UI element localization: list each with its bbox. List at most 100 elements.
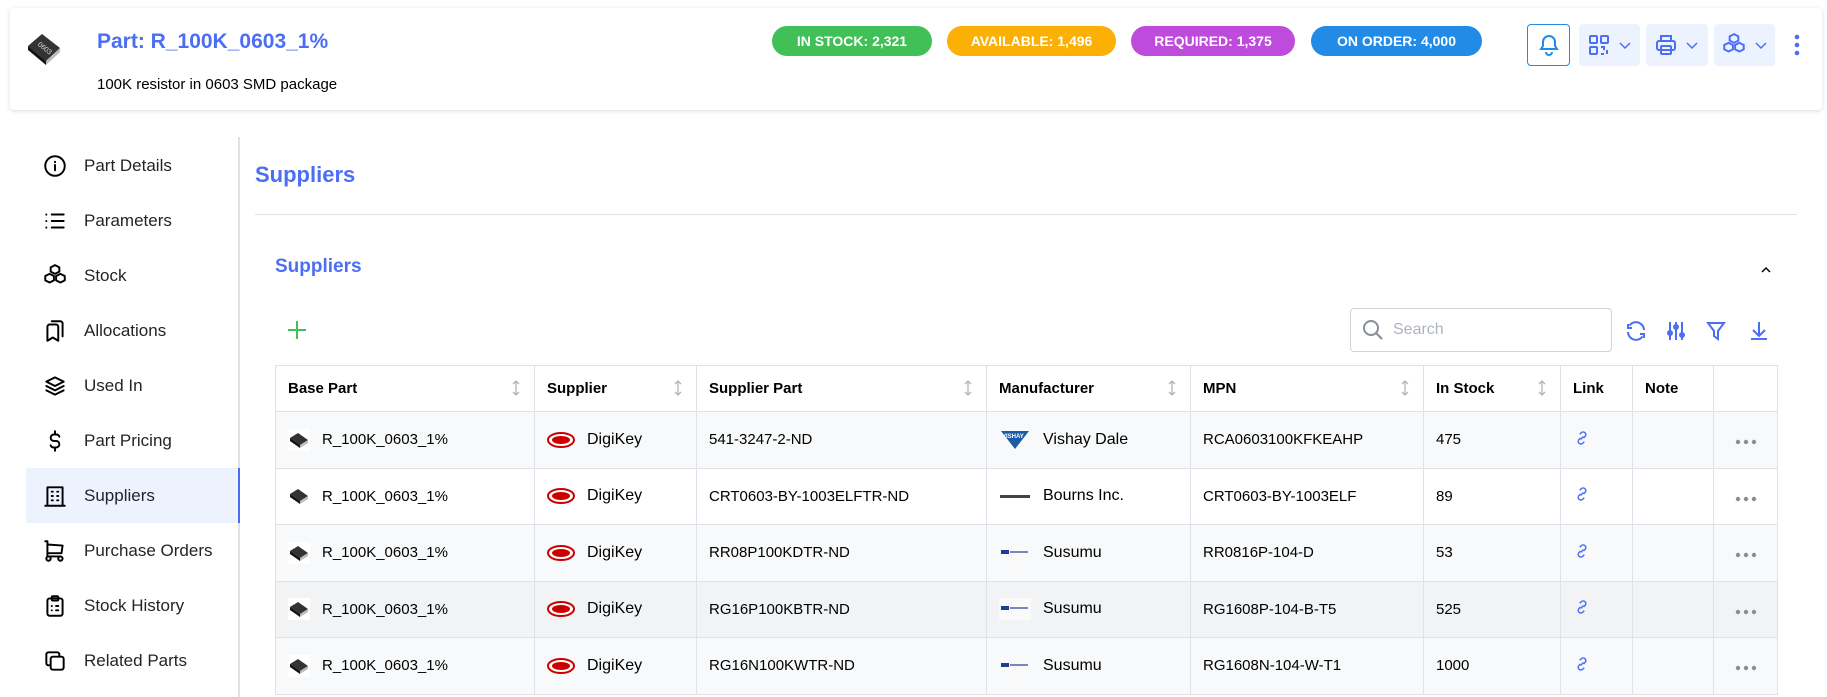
- sort-icon: [674, 380, 682, 396]
- sidebar-item-allocations[interactable]: Allocations: [26, 303, 238, 358]
- link-cell[interactable]: [1560, 524, 1633, 582]
- sidebar-item-label: Suppliers: [84, 485, 155, 505]
- manufacturer-name: Susumu: [1043, 543, 1102, 561]
- sidebar-item-part-pricing[interactable]: Part Pricing: [26, 413, 238, 468]
- link-icon[interactable]: [1573, 655, 1591, 673]
- base-part-cell[interactable]: R_100K_0603_1%: [275, 467, 535, 525]
- sort-icon: [1168, 380, 1176, 396]
- notifications-button[interactable]: [1527, 24, 1570, 66]
- base-part-cell[interactable]: R_100K_0603_1%: [275, 524, 535, 582]
- supplier-cell[interactable]: DigiKey: [534, 467, 697, 525]
- base-part-cell[interactable]: R_100K_0603_1%: [275, 411, 535, 469]
- base-part-cell[interactable]: R_100K_0603_1%: [275, 637, 535, 695]
- column-header[interactable]: MPN: [1190, 365, 1424, 412]
- on-order-badge: ON ORDER: 4,000: [1311, 26, 1482, 56]
- supplier-cell[interactable]: DigiKey: [534, 524, 697, 582]
- link-icon[interactable]: [1573, 429, 1591, 447]
- sidebar-item-label: Part Details: [84, 155, 172, 175]
- supplier-cell[interactable]: DigiKey: [534, 637, 697, 695]
- section-title: Suppliers: [255, 162, 356, 187]
- in-stock-badge: IN STOCK: 2,321: [772, 26, 932, 56]
- row-actions-button[interactable]: [1713, 524, 1778, 582]
- supplier-cell[interactable]: DigiKey: [534, 580, 697, 638]
- supplier-cell[interactable]: DigiKey: [534, 411, 697, 469]
- column-label: Base Part: [288, 380, 358, 397]
- column-settings-button[interactable]: [1661, 316, 1691, 346]
- sidebar-item-label: Stock: [84, 265, 127, 285]
- filter-icon: [1706, 322, 1726, 341]
- digikey-logo: [547, 544, 575, 561]
- search-box[interactable]: [1350, 308, 1612, 352]
- link-icon[interactable]: [1573, 485, 1591, 503]
- row-actions-button[interactable]: [1713, 637, 1778, 695]
- link-icon[interactable]: [1573, 542, 1591, 560]
- barcode-menu-button[interactable]: [1579, 24, 1640, 66]
- sidebar-item-suppliers[interactable]: Suppliers: [26, 468, 240, 523]
- row-actions-button[interactable]: [1713, 411, 1778, 469]
- part-thumbnail-icon: [288, 428, 310, 451]
- base-part-cell[interactable]: R_100K_0603_1%: [275, 580, 535, 638]
- column-header[interactable]: Supplier Part: [696, 365, 987, 412]
- sidebar-item-used-in[interactable]: Used In: [26, 358, 238, 413]
- filter-button[interactable]: [1701, 316, 1731, 346]
- add-supplier-part-button[interactable]: [286, 319, 308, 341]
- sidebar-item-stock[interactable]: Stock: [26, 248, 238, 303]
- stock-actions-menu-button[interactable]: [1714, 24, 1775, 66]
- divider: [255, 214, 1797, 215]
- link-cell[interactable]: [1560, 411, 1633, 469]
- table-row[interactable]: R_100K_0603_1% DigiKey RR08P100KDTR-ND Susu…: [275, 524, 1778, 582]
- manufacturer-cell[interactable]: Susumu: [986, 524, 1191, 582]
- manufacturer-name: Bourns Inc.: [1043, 487, 1124, 505]
- table-row[interactable]: R_100K_0603_1% DigiKey 541-3247-2-ND VISHAY…: [275, 411, 1778, 469]
- mpn-cell: RCA0603100KFKEAHP: [1190, 411, 1424, 469]
- in-stock-cell: 475: [1423, 411, 1561, 469]
- refresh-button[interactable]: [1621, 316, 1651, 346]
- column-header[interactable]: Base Part: [275, 365, 535, 412]
- mpn-cell: RG1608N-104-W-T1: [1190, 637, 1424, 695]
- sidebar-item-related-parts[interactable]: Related Parts: [26, 633, 238, 688]
- manufacturer-cell[interactable]: Susumu: [986, 580, 1191, 638]
- link-cell[interactable]: [1560, 580, 1633, 638]
- clipboard-list-icon: [26, 593, 84, 619]
- boxes-icon: [1722, 33, 1745, 53]
- manufacturer-cell[interactable]: Susumu: [986, 637, 1191, 695]
- info-circle-icon: [26, 153, 84, 179]
- link-cell[interactable]: [1560, 637, 1633, 695]
- sidebar-item-part-details[interactable]: Part Details: [26, 138, 238, 193]
- shopping-cart-icon: [26, 538, 84, 564]
- printer-icon: [1656, 35, 1676, 55]
- column-header[interactable]: In Stock: [1423, 365, 1561, 412]
- print-menu-button[interactable]: [1646, 24, 1708, 66]
- bourns-logo: [1000, 495, 1030, 499]
- sidebar-item-label: Related Parts: [84, 650, 187, 670]
- search-input[interactable]: [1393, 321, 1593, 339]
- sidebar-item-stock-history[interactable]: Stock History: [26, 578, 238, 633]
- sort-icon: [512, 380, 520, 396]
- link-cell[interactable]: [1560, 467, 1633, 525]
- column-header[interactable]: Manufacturer: [986, 365, 1191, 412]
- note-cell: [1632, 411, 1714, 469]
- download-icon: [1751, 322, 1767, 340]
- link-icon[interactable]: [1573, 598, 1591, 616]
- table-row[interactable]: R_100K_0603_1% DigiKey RG16P100KBTR-ND Susu…: [275, 580, 1778, 638]
- in-stock-cell: 53: [1423, 524, 1561, 582]
- download-button[interactable]: [1744, 316, 1774, 346]
- row-actions-button[interactable]: [1713, 580, 1778, 638]
- sidebar-item-purchase-orders[interactable]: Purchase Orders: [26, 523, 238, 578]
- column-header[interactable]: Supplier: [534, 365, 697, 412]
- column-label: Supplier: [547, 380, 608, 397]
- table-row[interactable]: R_100K_0603_1% DigiKey RG16N100KWTR-ND Susu…: [275, 637, 1778, 695]
- chevron-up-icon[interactable]: [1758, 262, 1774, 278]
- more-actions-button[interactable]: [1785, 24, 1809, 66]
- table-row[interactable]: R_100K_0603_1% DigiKey CRT0603-BY-1003ELFT…: [275, 467, 1778, 525]
- manufacturer-cell[interactable]: Bourns Inc.: [986, 467, 1191, 525]
- part-thumbnail-icon: [288, 654, 310, 677]
- page-title: Part: R_100K_0603_1%: [97, 30, 329, 53]
- manufacturer-cell[interactable]: VISHAY Vishay Dale: [986, 411, 1191, 469]
- sidebar-item-parameters[interactable]: Parameters: [26, 193, 238, 248]
- supplier-name: DigiKey: [587, 487, 643, 505]
- digikey-logo: [547, 657, 575, 674]
- base-part: R_100K_0603_1%: [322, 544, 448, 562]
- row-actions-button[interactable]: [1713, 467, 1778, 525]
- column-header: [1713, 365, 1778, 412]
